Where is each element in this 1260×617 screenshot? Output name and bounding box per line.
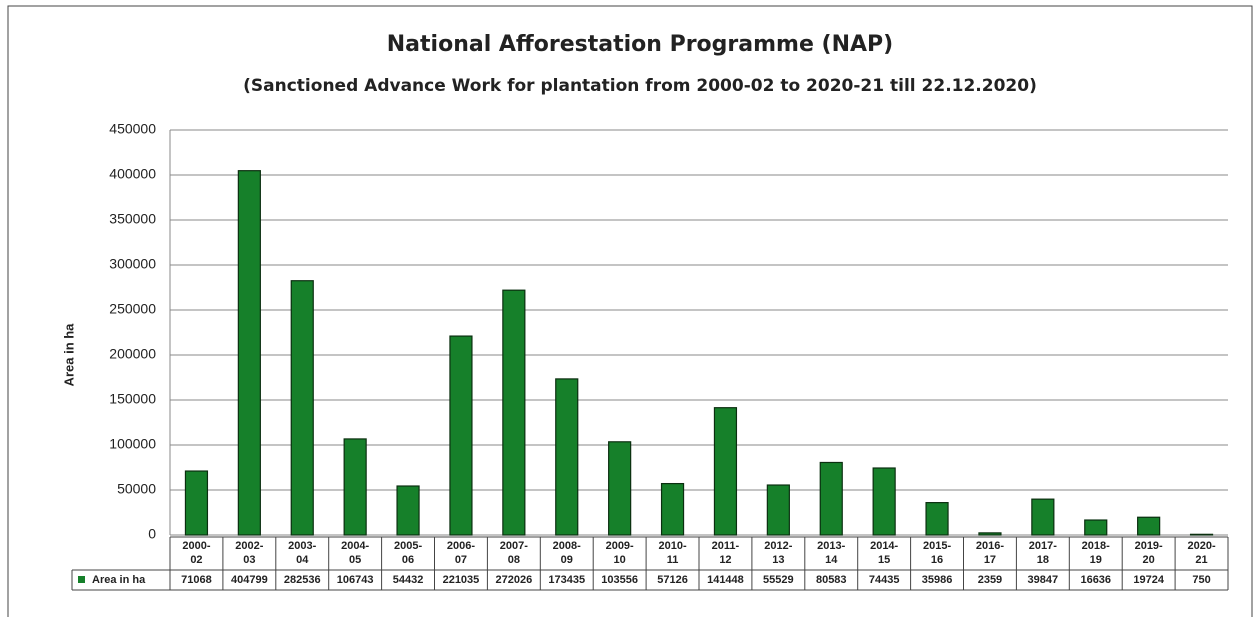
x-tick-label: 2002-03 [235, 540, 263, 566]
bar [819, 461, 843, 536]
table-value: 106743 [337, 574, 374, 586]
table-value: 404799 [231, 574, 268, 586]
x-tick-label: 2006-07 [447, 540, 475, 566]
x-tick-label: 2020-21 [1187, 540, 1215, 566]
x-tick-label: 2008-09 [553, 540, 581, 566]
y-tick-label: 400000 [109, 166, 156, 182]
x-tick-label: 2013-14 [817, 540, 845, 566]
y-tick-label: 250000 [109, 301, 156, 317]
legend-swatch [78, 576, 85, 583]
bar [290, 280, 314, 536]
y-tick-label: 300000 [109, 256, 156, 272]
bar [872, 467, 896, 536]
table-value: 19724 [1133, 574, 1164, 586]
table-value: 80583 [816, 574, 847, 586]
table-value: 221035 [443, 574, 480, 586]
bar [1137, 516, 1161, 536]
legend-label: Area in ha [92, 574, 146, 586]
table-value: 57126 [657, 574, 688, 586]
x-tick-label: 2019-20 [1135, 540, 1163, 566]
table-value: 272026 [495, 574, 532, 586]
table-value: 71068 [181, 574, 212, 586]
chart-border [7, 5, 1253, 617]
bar [343, 438, 367, 536]
x-tick-label: 2000-02 [182, 540, 210, 566]
table-value: 54432 [393, 574, 424, 586]
y-tick-label: 50000 [117, 481, 156, 497]
bar [1084, 519, 1108, 536]
table-value: 39847 [1028, 574, 1059, 586]
bar [766, 484, 790, 536]
table-value: 750 [1192, 574, 1210, 586]
x-tick-label: 2007-08 [500, 540, 528, 566]
x-tick-label: 2011-12 [712, 540, 740, 566]
x-tick-label: 2005-06 [394, 540, 422, 566]
bar [1189, 533, 1214, 536]
x-tick-label: 2004-05 [341, 540, 369, 566]
chart-subtitle: (Sanctioned Advance Work for plantation … [243, 76, 1037, 96]
x-tick-label: 2009-10 [606, 540, 634, 566]
table-value: 35986 [922, 574, 953, 586]
bar [925, 502, 949, 536]
bar [660, 482, 685, 536]
bar [555, 378, 579, 536]
y-tick-label: 350000 [109, 211, 156, 227]
y-tick-label: 200000 [109, 346, 156, 362]
bar [978, 532, 1002, 536]
x-tick-label: 2010-11 [658, 540, 686, 566]
bar [237, 170, 261, 536]
y-tick-label: 100000 [109, 436, 156, 452]
table-value: 2359 [978, 574, 1002, 586]
table-value: 103556 [601, 574, 638, 586]
bar [396, 485, 420, 536]
x-tick-label: 2016-17 [976, 540, 1004, 566]
y-axis-label: Area in ha [61, 323, 76, 387]
table-value: 173435 [548, 574, 585, 586]
table-value: 282536 [284, 574, 321, 586]
x-tick-label: 2018-19 [1082, 540, 1110, 566]
y-tick-label: 0 [148, 526, 156, 542]
bar [502, 289, 526, 536]
bar [449, 335, 473, 536]
x-tick-label: 2012-13 [764, 540, 792, 566]
x-tick-label: 2017-18 [1029, 540, 1057, 566]
bar [184, 470, 209, 536]
table-value: 16636 [1080, 574, 1111, 586]
table-value: 141448 [707, 574, 744, 586]
chart-title: National Afforestation Programme (NAP) [387, 32, 893, 57]
y-tick-label: 450000 [109, 121, 156, 137]
table-value: 55529 [763, 574, 794, 586]
table-value: 74435 [869, 574, 900, 586]
y-tick-label: 150000 [109, 391, 156, 407]
x-tick-label: 2003-04 [288, 540, 316, 566]
x-tick-label: 2015-16 [923, 540, 951, 566]
x-tick-label: 2014-15 [870, 540, 898, 566]
bar [608, 441, 632, 536]
bar [713, 407, 738, 536]
bar [1031, 498, 1055, 536]
